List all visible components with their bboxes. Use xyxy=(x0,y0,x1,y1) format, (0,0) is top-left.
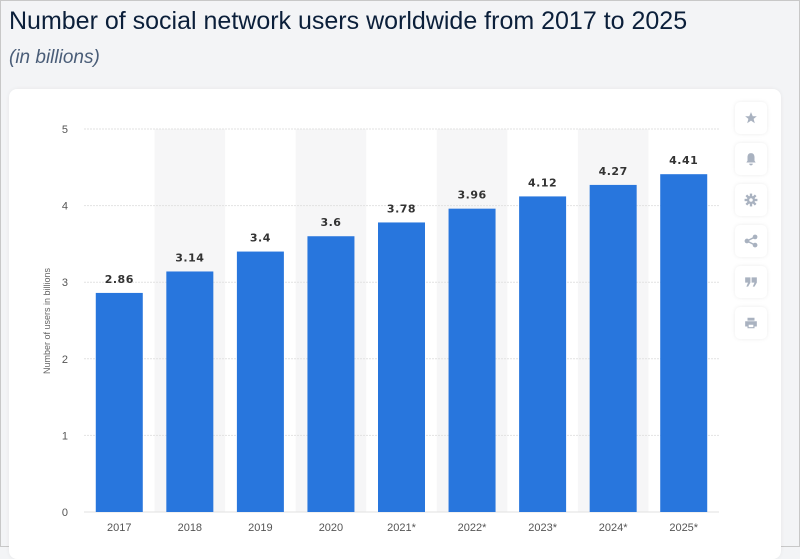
data-label: 3.4 xyxy=(250,232,271,245)
data-label: 4.27 xyxy=(599,165,628,178)
bar-2020 xyxy=(307,236,355,513)
print-icon xyxy=(745,317,757,329)
x-tick-label: 2024* xyxy=(599,522,628,534)
data-label: 3.78 xyxy=(387,202,416,215)
data-label: 4.12 xyxy=(528,176,557,189)
chart-title: Number of social network users worldwide… xyxy=(9,7,688,35)
data-label: 3.96 xyxy=(457,189,486,202)
bar-2025 xyxy=(660,174,708,512)
x-tick-label: 2022* xyxy=(458,522,487,534)
x-tick-label: 2025* xyxy=(669,522,698,534)
bar-2023 xyxy=(519,196,567,512)
y-tick-label: 4 xyxy=(62,201,68,213)
star-icon xyxy=(745,112,757,124)
y-tick-label: 3 xyxy=(62,277,68,289)
x-tick-label: 2023* xyxy=(528,522,557,534)
data-label: 2.86 xyxy=(105,273,134,286)
chart-toolbar xyxy=(735,102,767,348)
x-tick-label: 2021* xyxy=(387,522,416,534)
bar-2017 xyxy=(95,292,143,512)
data-label: 4.41 xyxy=(669,154,698,167)
bell-icon xyxy=(746,153,756,166)
data-label: 3.14 xyxy=(175,251,204,264)
quote-icon xyxy=(745,277,757,287)
chart-subtitle: (in billions) xyxy=(9,47,100,68)
x-tick-label: 2020 xyxy=(319,522,343,534)
y-axis-label: Number of users in billions xyxy=(42,267,52,374)
bar-2021 xyxy=(378,222,425,512)
cite-button[interactable] xyxy=(735,266,767,298)
print-button[interactable] xyxy=(735,307,767,339)
bar-2018 xyxy=(166,271,214,512)
x-tick-label: 2019 xyxy=(248,522,272,534)
gear-icon xyxy=(744,193,758,207)
y-tick-label: 5 xyxy=(62,124,68,136)
bar-2022 xyxy=(448,208,496,512)
data-label: 3.6 xyxy=(320,216,341,229)
notification-button[interactable] xyxy=(735,143,767,175)
y-tick-label: 1 xyxy=(62,430,68,442)
bar-2024 xyxy=(589,184,637,512)
bar-chart: 0 1 2 3 4 5 Number of users in billions 2.86 201… xyxy=(42,124,719,534)
favorite-button[interactable] xyxy=(735,102,767,134)
share-button[interactable] xyxy=(735,225,767,257)
y-tick-label: 2 xyxy=(62,354,68,366)
y-tick-label: 0 xyxy=(62,507,68,519)
settings-button[interactable] xyxy=(735,184,767,216)
bar-2019 xyxy=(236,251,284,512)
x-tick-label: 2017 xyxy=(107,522,131,534)
x-tick-label: 2018 xyxy=(178,522,202,534)
share-icon xyxy=(744,234,758,248)
